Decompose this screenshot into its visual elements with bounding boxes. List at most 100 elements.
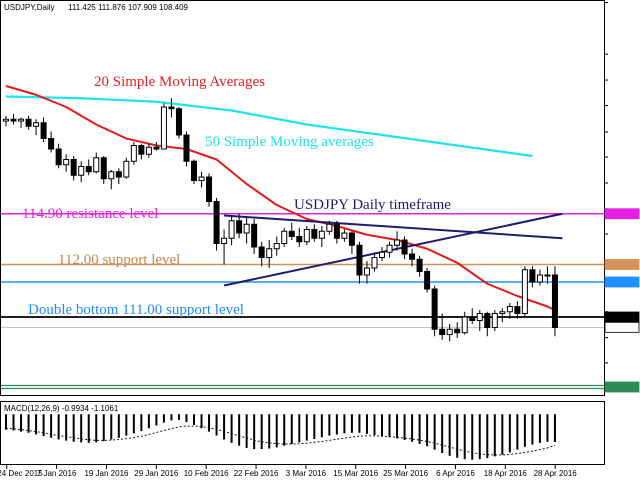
chart-symbol: USDJPY,Daily (4, 3, 55, 12)
candle (341, 229, 348, 242)
candle (175, 107, 182, 139)
horizontal-levels (1, 212, 604, 390)
upper-trendline (224, 214, 563, 240)
candle-body-bull (130, 145, 137, 162)
candle (108, 170, 115, 190)
candle-body-bull (341, 232, 348, 239)
candle-body-bull (63, 159, 70, 166)
candle-body-bear (409, 253, 416, 260)
candle-body-bull (108, 171, 115, 180)
x-tick-label: 19 Jan 2016 (84, 469, 129, 478)
price-tag-box (604, 381, 640, 393)
candle-body-bear (296, 236, 303, 243)
candle-body-bear (454, 328, 461, 334)
candle-body-bear (85, 166, 92, 173)
candle-body-bull (281, 230, 288, 244)
annotation-sma50: 50 Simple Moving averages (205, 134, 374, 150)
candle (424, 268, 431, 293)
candle-body-bull (123, 160, 130, 178)
candle-body-bear (183, 134, 190, 162)
candle-body-bear (439, 328, 446, 335)
candle-body-bear (311, 229, 318, 239)
candle-body-bull (318, 230, 325, 239)
candle-body-bear (40, 122, 47, 139)
candle-body-bull (243, 223, 250, 234)
moving-averages (5, 85, 556, 311)
lower-trendline (223, 212, 563, 287)
price-tag (604, 259, 640, 270)
candle-body-bear (191, 160, 197, 181)
candle (476, 310, 483, 331)
candle-body-bull (491, 313, 498, 328)
candle (123, 157, 130, 179)
price-tags (604, 208, 640, 393)
x-tick-label: 10 Feb 2016 (184, 469, 229, 478)
candle (394, 231, 401, 251)
candle-body-bear (551, 274, 558, 328)
candle-body-bear (25, 118, 32, 127)
price-tag (604, 321, 640, 333)
price-tag (604, 208, 640, 220)
candle-body-bull (145, 146, 152, 155)
annotation-support-111: Double bottom 111.00 support level (28, 302, 244, 318)
candle-body-bull (221, 237, 228, 244)
candle (55, 143, 62, 169)
candle-body-bear (153, 146, 160, 150)
candle (326, 220, 333, 235)
x-tick-label: 22 Feb 2016 (234, 469, 279, 478)
x-tick-label: 18 Apr 2016 (484, 469, 528, 478)
candle-body-bear (115, 171, 122, 178)
candle (153, 142, 160, 151)
candle-body-bear (70, 159, 77, 176)
candle (409, 248, 416, 267)
candle (63, 154, 70, 172)
candle (145, 143, 152, 158)
price-tag (604, 311, 640, 323)
price-tag (604, 381, 640, 393)
x-tick-label: 7 Jan 2016 (37, 469, 77, 478)
candle-body-bear (431, 288, 438, 330)
candle (363, 261, 370, 284)
candle-body-bull (446, 328, 453, 335)
candle-body-bear (48, 138, 55, 150)
candle (93, 152, 100, 174)
candle-body-bear (416, 258, 423, 272)
candle (78, 161, 85, 183)
candle (499, 308, 506, 323)
annotation-support-112: 112.00 support level (58, 252, 180, 268)
candle (266, 240, 273, 268)
candle-body-bear (288, 230, 295, 237)
candle-body-bull (506, 306, 513, 313)
candle-body-bull (266, 248, 273, 258)
candle (416, 255, 423, 277)
candle (33, 119, 40, 135)
candle (100, 156, 107, 184)
x-tick-label: 25 Mar 2016 (383, 469, 428, 478)
candle (529, 266, 536, 288)
candle-body-bear (514, 306, 521, 314)
candle (206, 173, 213, 207)
candle-body-bull (78, 166, 85, 176)
candle (236, 213, 243, 239)
candle-body-bear (529, 269, 536, 283)
candle (296, 227, 303, 247)
candle-body-bull (386, 244, 393, 253)
candle-body-bear (258, 246, 265, 258)
candle (251, 219, 258, 254)
candle-body-bull (228, 220, 235, 239)
candle (371, 252, 378, 272)
candle-body-bear (55, 148, 62, 166)
macd-label: MACD(12,26,9) -0.9934 -1.1061 (4, 404, 119, 413)
candle (288, 222, 295, 240)
candle (386, 241, 393, 258)
candle (168, 98, 175, 118)
candle-body-bull (371, 257, 378, 269)
x-tick-label: 28 Apr 2016 (534, 469, 578, 478)
candle (431, 285, 438, 337)
candle (454, 322, 461, 338)
candle (221, 229, 228, 265)
price-tag (604, 276, 640, 288)
candle-body-bull (3, 118, 9, 122)
candle (521, 266, 528, 317)
